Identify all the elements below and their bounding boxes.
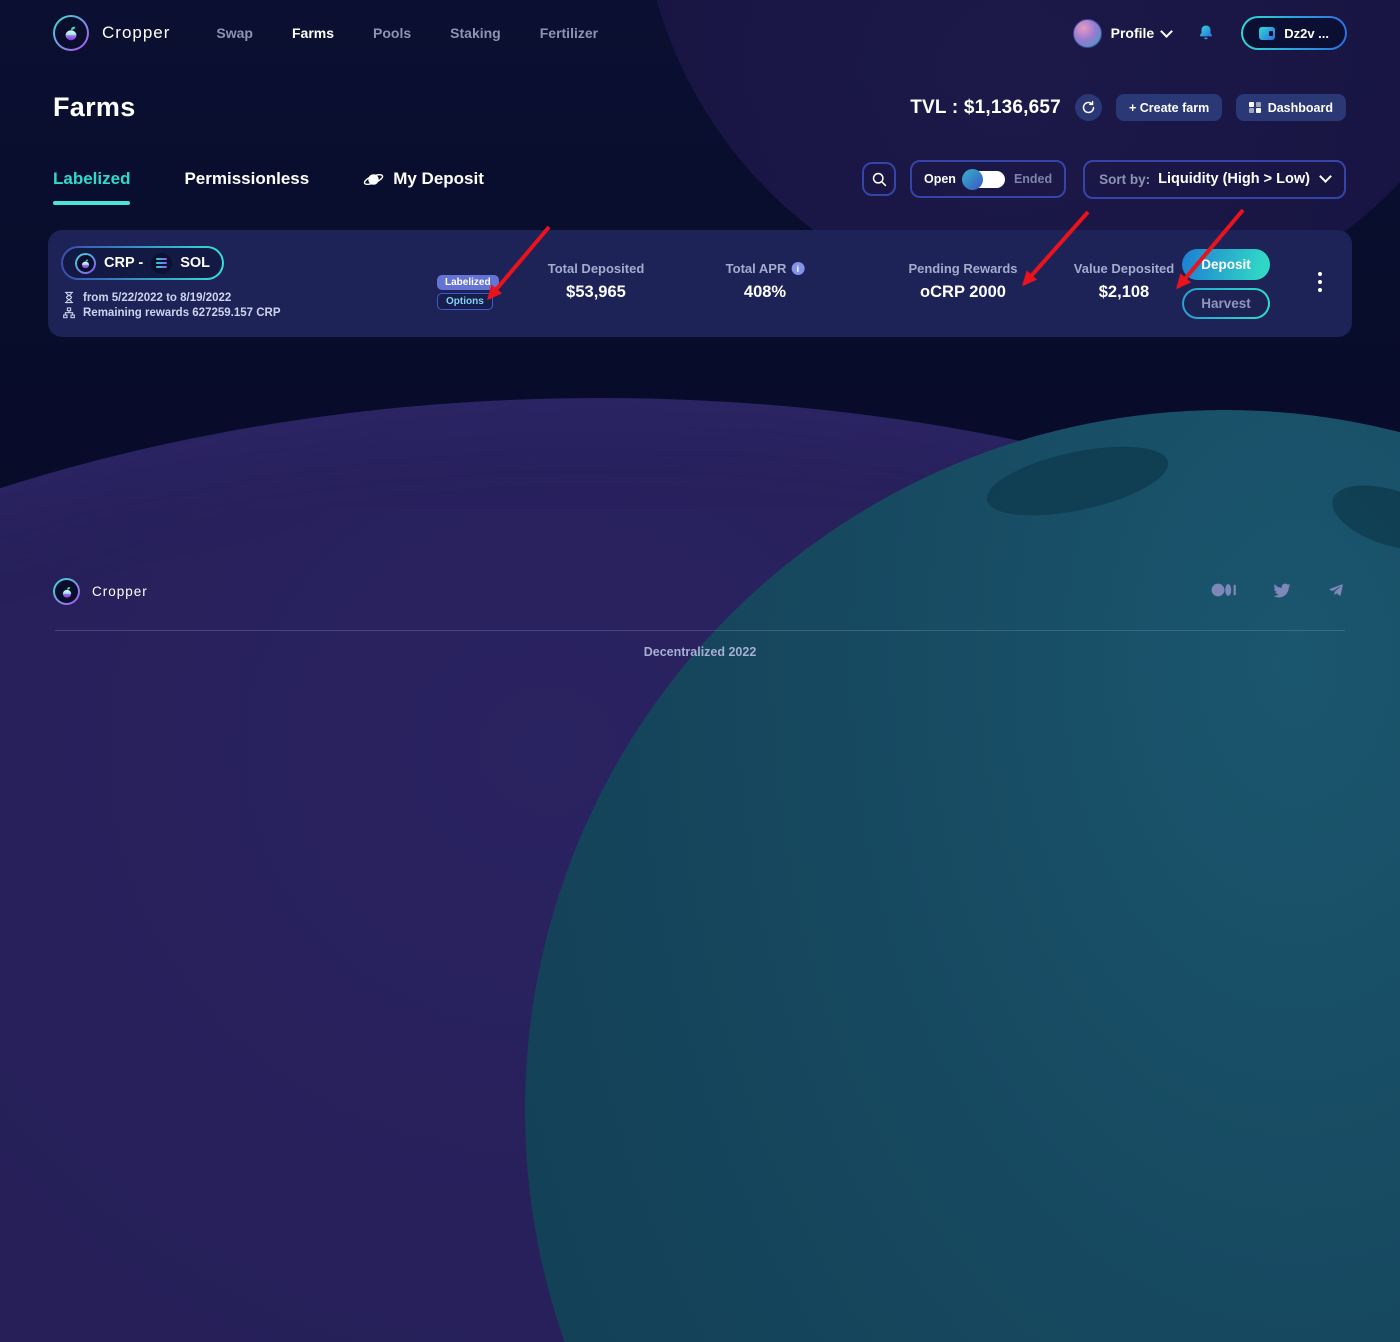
copyright-text: Decentralized 2022 (643, 645, 757, 659)
info-icon[interactable]: i (791, 262, 805, 275)
farm-row-crp-sol: CRP - SOL from 5/22/2022 to 8/19/2022 (48, 230, 1352, 337)
brand-name: Cropper (102, 23, 171, 42)
open-ended-filter: Open Ended (910, 160, 1067, 198)
planet-icon (363, 169, 384, 190)
top-navbar: Cropper Swap Farms Pools Staking Fertili… (0, 0, 1400, 66)
chevron-down-icon (1319, 170, 1332, 183)
nav-item-pools[interactable]: Pools (373, 25, 412, 41)
pair-token-a: CRP - (104, 255, 144, 271)
nav-item-farms[interactable]: Farms (292, 25, 335, 41)
pair-token-b: SOL (180, 255, 211, 271)
medium-icon[interactable] (1211, 582, 1238, 598)
wallet-address: Dz2v ... (1284, 25, 1329, 41)
stat-total-apr: Total APR i 408% (726, 261, 805, 302)
dashboard-label: Dashboard (1267, 100, 1333, 115)
tvl-value: TVL : $1,136,657 (910, 96, 1061, 118)
stat-value: 408% (743, 283, 787, 301)
deposit-button[interactable]: Deposit (1182, 249, 1270, 280)
sitemap-icon (63, 307, 75, 319)
farm-period: from 5/22/2022 to 8/19/2022 (83, 291, 232, 304)
pair-badge: CRP - SOL (61, 246, 224, 280)
footer-brand-name: Cropper (92, 584, 148, 599)
tab-permissionless[interactable]: Permissionless (184, 169, 309, 189)
labelized-badge: Labelized (437, 275, 499, 290)
stat-pending-rewards: Pending Rewards oCRP 2000 (908, 261, 1017, 302)
stat-label: Total Deposited (547, 261, 645, 276)
bell-icon[interactable] (1196, 23, 1216, 43)
hourglass-icon (63, 291, 75, 304)
stat-value: $2,108 (1098, 283, 1150, 301)
refresh-button[interactable] (1074, 94, 1102, 121)
sort-by-label: Sort by: (1099, 171, 1151, 187)
stat-label: Pending Rewards (908, 261, 1018, 276)
nav-item-fertilizer[interactable]: Fertilizer (539, 25, 599, 41)
twitter-icon[interactable] (1272, 582, 1292, 599)
toggle-open-label: Open (924, 172, 956, 186)
stat-value: $53,965 (566, 283, 626, 301)
options-badge[interactable]: Options (437, 293, 493, 310)
tab-labelized-label: Labelized (53, 169, 131, 188)
nav-item-swap[interactable]: Swap (216, 25, 253, 41)
open-ended-toggle[interactable] (961, 168, 1005, 190)
chevron-down-icon (1160, 24, 1174, 38)
tab-my-deposit[interactable]: My Deposit (363, 169, 484, 190)
tab-my-deposit-label: My Deposit (393, 169, 484, 188)
crp-token-icon (75, 252, 96, 274)
footer-divider (55, 630, 1345, 631)
harvest-button[interactable]: Harvest (1182, 288, 1270, 319)
sort-dropdown[interactable]: Sort by: Liquidity (High > Low) (1083, 159, 1346, 199)
wallet-button[interactable]: Dz2v ... (1241, 16, 1347, 50)
stat-label: Total APR (725, 261, 787, 276)
page-title: Farms (53, 92, 136, 122)
profile-menu[interactable]: Profile (1110, 25, 1155, 41)
kebab-menu-icon[interactable] (1316, 270, 1324, 294)
search-button[interactable] (862, 162, 896, 196)
remaining-rewards: Remaining rewards 627259.157 CRP (83, 307, 281, 319)
dashboard-button[interactable]: Dashboard (1236, 94, 1346, 121)
cropper-logo-icon (53, 578, 80, 605)
stat-label: Value Deposited (1073, 261, 1175, 276)
grid-icon (1249, 101, 1261, 114)
stat-value-deposited: Value Deposited $2,108 (1074, 261, 1174, 302)
avatar[interactable] (1072, 18, 1102, 48)
sort-selected-value: Liquidity (High > Low) (1158, 171, 1310, 187)
create-farm-button[interactable]: + Create farm (1115, 94, 1223, 121)
stat-total-deposited: Total Deposited $53,965 (548, 261, 645, 302)
cropper-logo-icon (53, 15, 89, 51)
telegram-icon[interactable] (1326, 581, 1346, 599)
tab-labelized[interactable]: Labelized (53, 169, 131, 205)
nav-item-staking[interactable]: Staking (450, 25, 501, 41)
wallet-icon (1259, 26, 1276, 40)
stat-value: oCRP 2000 (920, 283, 1006, 301)
main-nav: Swap Farms Pools Staking Fertilizer (216, 25, 598, 41)
toggle-ended-label: Ended (1013, 172, 1053, 186)
tab-permissionless-label: Permissionless (184, 169, 310, 188)
sol-token-icon (151, 252, 173, 274)
